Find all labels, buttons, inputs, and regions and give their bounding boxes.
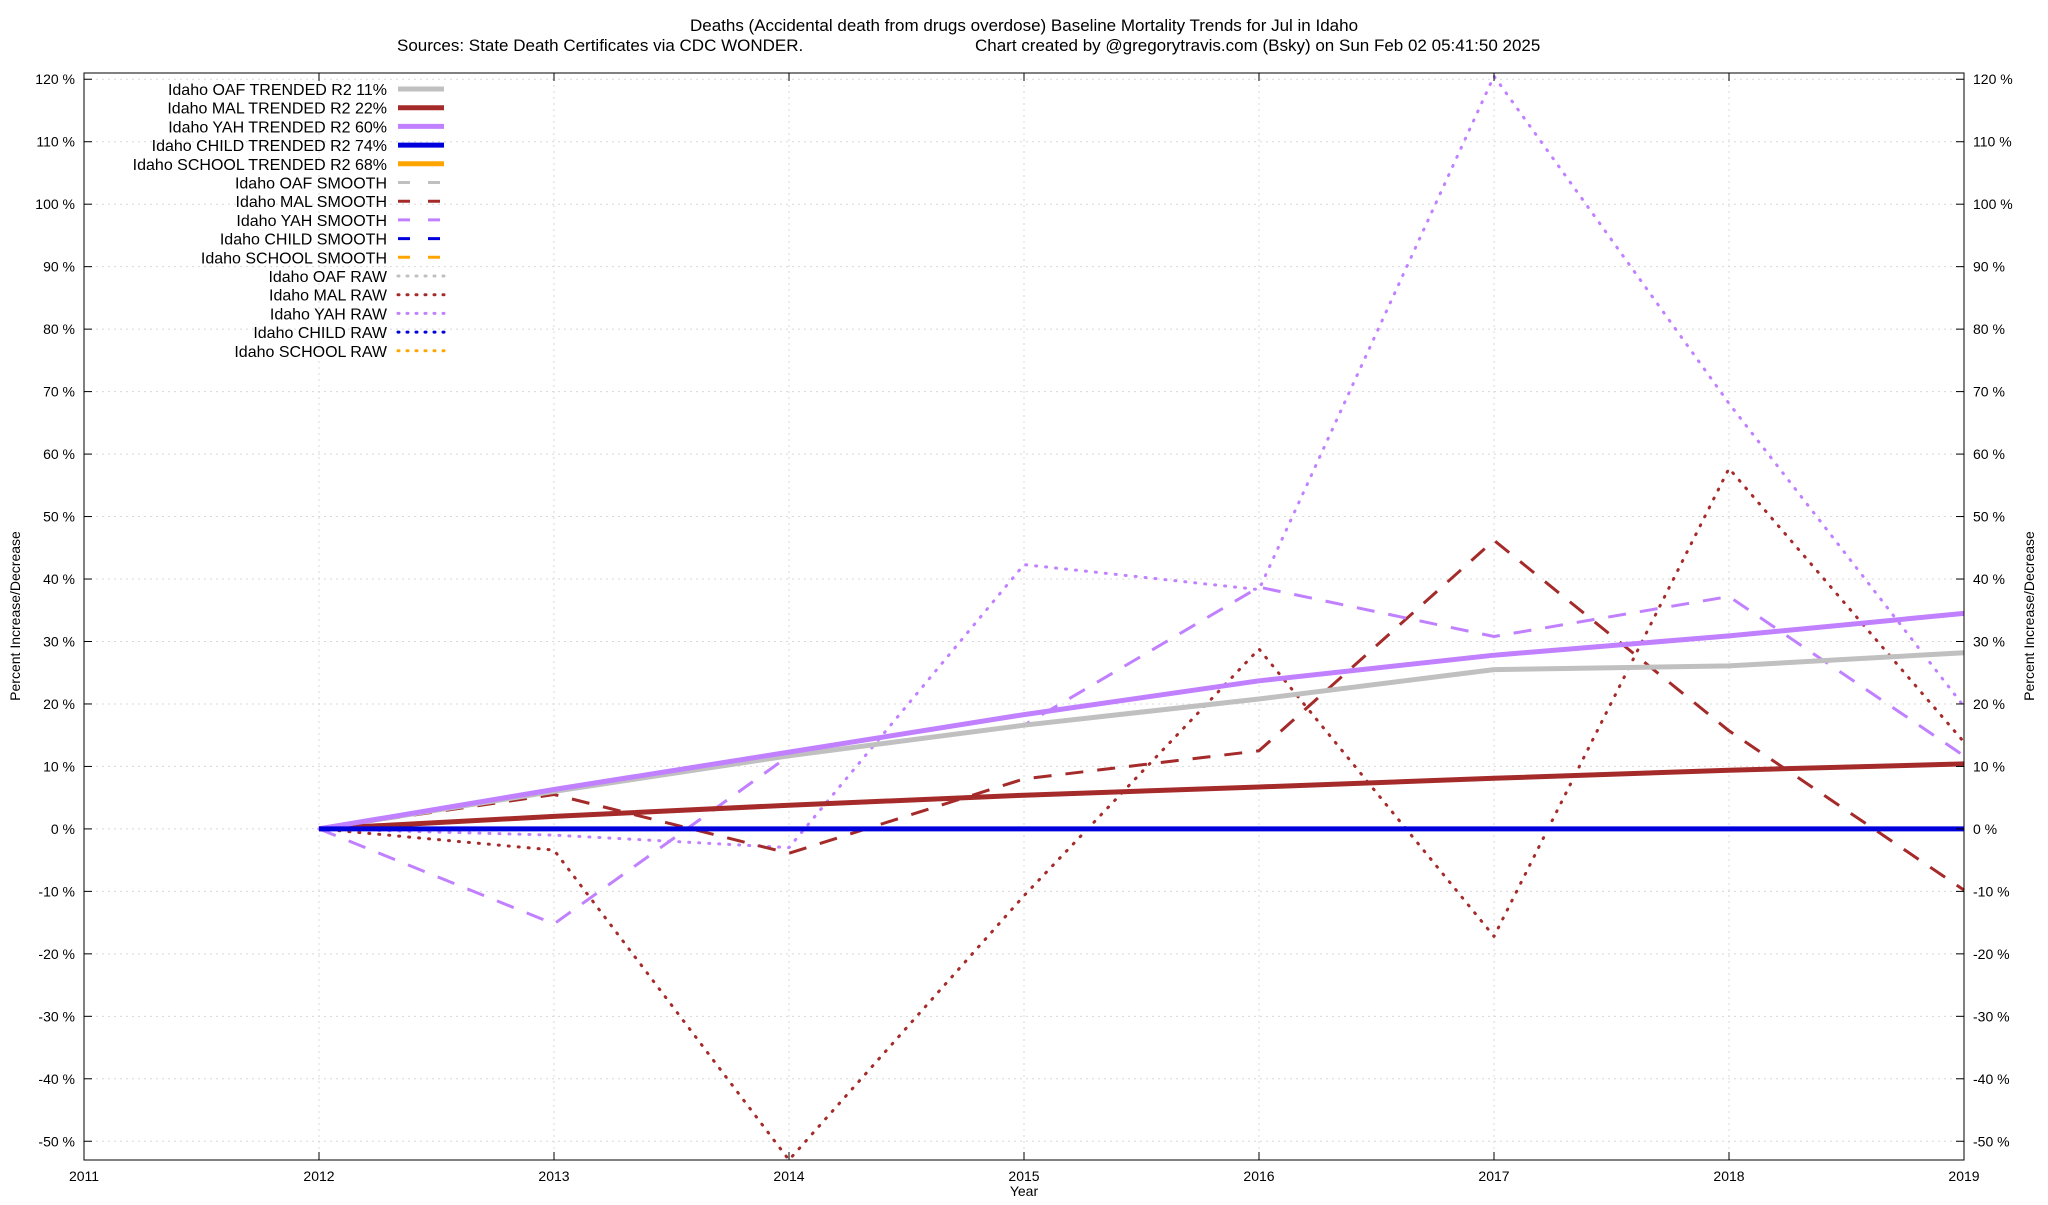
legend-label-7: Idaho YAH SMOOTH [236,213,387,230]
y-axis-right: 120 % 110 % 100 % 90 % 80 % 70 % 60 % 50 % 40 % 3… [1956,71,2013,1149]
y-tick-label-right: 20 % [1973,696,2005,712]
grid-layer [83,73,1965,1160]
y-tick-label: -40 % [38,1071,75,1087]
x-tick-label: 2015 [1008,1168,1039,1184]
x-tick-label: 2017 [1478,1168,1509,1184]
legend-label-3: Idaho CHILD TRENDED R2 74% [152,138,387,155]
y-tick-label: 40 % [43,571,75,587]
y-tick-label-right: 80 % [1973,321,2005,337]
x-tick-label: 2011 [69,1168,99,1184]
y-tick-label: 10 % [43,758,75,774]
y-tick-label: 0 % [51,821,75,837]
chart-title: Deaths (Accidental death from drugs over… [690,16,1358,35]
legend-label-10: Idaho OAF RAW [268,269,387,286]
legend: Idaho OAF TRENDED R2 11% Idaho MAL TRENDE… [133,82,446,361]
legend-label-6: Idaho MAL SMOOTH [236,194,387,211]
series-line-6 [318,538,1965,892]
legend-label-8: Idaho CHILD SMOOTH [220,232,387,249]
y-tick-label-right: 0 % [1973,821,1997,837]
x-axis: 2011 2012 2013 2014 2015 2016 2017 2018 2019 [69,73,1980,1184]
y-tick-label-right: -30 % [1973,1008,2010,1024]
y-axis-title-right: Percent Increase/Decrease [2021,531,2037,701]
y-tick-label: -30 % [38,1008,75,1024]
y-tick-label: -10 % [38,883,75,899]
y-tick-label: 80 % [43,321,75,337]
chart-subtitle-credit: Chart created by @gregorytravis.com (Bsk… [975,36,1540,55]
y-tick-label: -20 % [38,946,75,962]
y-tick-label-right: -20 % [1973,946,2010,962]
y-tick-label-right: 10 % [1973,758,2005,774]
y-tick-label-right: 120 % [1973,71,2013,87]
series-line-12 [317,74,1966,850]
y-tick-label-right: 100 % [1973,196,2013,212]
y-tick-label: 30 % [43,633,75,649]
x-tick-label: 2018 [1713,1168,1744,1184]
legend-label-11: Idaho MAL RAW [269,288,388,305]
y-tick-label-right: 70 % [1973,384,2005,400]
y-tick-label: 100 % [35,196,75,212]
x-tick-label: 2012 [303,1168,334,1184]
series-line-2 [318,610,1965,832]
y-tick-label-right: 30 % [1973,633,2005,649]
legend-label-4: Idaho SCHOOL TRENDED R2 68% [133,157,387,174]
y-tick-label: 110 % [36,134,75,150]
legend-label-12: Idaho YAH RAW [270,306,388,323]
x-tick-label: 2013 [538,1168,569,1184]
y-tick-label-right: 50 % [1973,509,2005,525]
legend-label-2: Idaho YAH TRENDED R2 60% [168,119,387,136]
chart-subtitle-source: Sources: State Death Certificates via CD… [397,36,803,55]
y-tick-label-right: -40 % [1973,1071,2010,1087]
y-axis-left: 120 % 110 % 100 % 90 % 80 % 70 % 60 % 50 % 40 % 3… [35,71,92,1149]
x-tick-label: 2019 [1948,1168,1979,1184]
y-axis-title-left: Percent Increase/Decrease [7,531,23,701]
y-tick-label-right: 60 % [1973,446,2005,462]
y-tick-label: 50 % [43,509,75,525]
y-tick-label: 90 % [43,259,75,275]
y-tick-label: 60 % [43,446,75,462]
x-axis-title: Year [1010,1183,1039,1199]
y-tick-label-right: 40 % [1973,571,2005,587]
series-line-0 [318,650,1965,832]
legend-label-1: Idaho MAL TRENDED R2 22% [167,101,387,118]
y-tick-label-right: 110 % [1973,134,2012,150]
legend-label-5: Idaho OAF SMOOTH [235,176,387,193]
y-tick-label: 120 % [35,71,75,87]
series-line-11 [317,466,1966,1162]
y-tick-label: 70 % [43,384,75,400]
x-tick-label: 2016 [1243,1168,1274,1184]
legend-label-9: Idaho SCHOOL SMOOTH [201,250,387,267]
x-tick-label: 2014 [773,1168,804,1184]
series-layer [317,74,1966,1162]
legend-label-14: Idaho SCHOOL RAW [234,344,388,361]
legend-label-0: Idaho OAF TRENDED R2 11% [168,82,387,99]
y-tick-label-right: -50 % [1973,1133,2010,1149]
series-line-1 [318,761,1965,832]
legend-label-13: Idaho CHILD RAW [253,325,388,342]
series-line-7 [318,585,1965,926]
y-tick-label-right: 90 % [1973,259,2005,275]
y-tick-label-right: -10 % [1973,883,2010,899]
y-tick-label: -50 % [38,1133,75,1149]
y-tick-label: 20 % [43,696,75,712]
